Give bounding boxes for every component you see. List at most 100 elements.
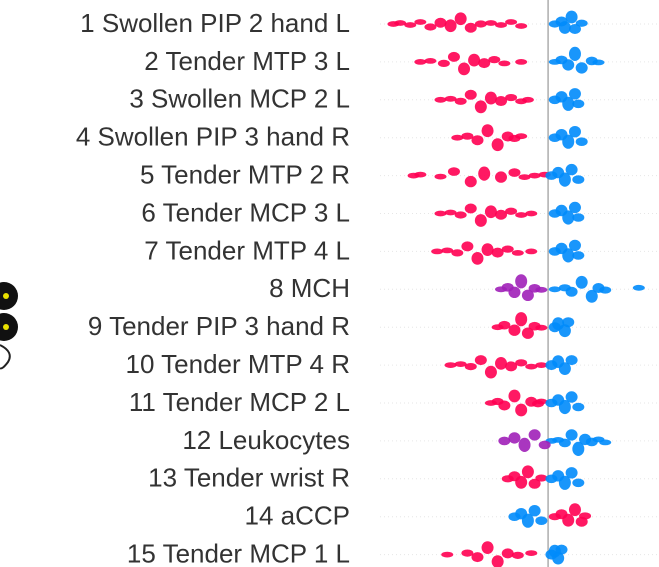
point (565, 355, 578, 366)
point (592, 59, 605, 66)
point (508, 286, 521, 298)
point (535, 362, 548, 368)
point (568, 239, 581, 252)
point (575, 19, 588, 27)
point (505, 93, 518, 102)
point (558, 324, 571, 338)
point (414, 19, 427, 25)
point (568, 201, 581, 214)
point (568, 46, 581, 62)
point (572, 402, 585, 412)
point (474, 20, 487, 28)
point (394, 20, 407, 26)
point (444, 95, 457, 102)
point (414, 171, 427, 178)
feature-label: 9 Tender PIP 3 hand R (88, 311, 350, 341)
point (535, 398, 548, 405)
point (518, 437, 531, 452)
point (515, 23, 528, 29)
point (461, 549, 474, 557)
point (535, 474, 548, 482)
point (515, 403, 528, 417)
point (464, 203, 477, 214)
point (585, 289, 598, 303)
point (525, 248, 538, 255)
point (572, 478, 585, 488)
point (558, 475, 571, 490)
point (498, 60, 511, 67)
point (454, 97, 467, 105)
point (491, 138, 504, 152)
point (565, 467, 578, 479)
point (565, 10, 578, 24)
point (572, 175, 585, 184)
point (441, 551, 454, 558)
point (568, 126, 581, 138)
feature-label: 4 Swollen PIP 3 hand R (76, 122, 350, 152)
point (562, 134, 575, 149)
point (528, 505, 541, 517)
point (464, 89, 477, 100)
feature-label: 10 Tender MTP 4 R (126, 349, 351, 379)
feature-label: 15 Tender MCP 1 L (127, 538, 350, 567)
feature-label: 7 Tender MTP 4 L (144, 235, 350, 265)
point (498, 436, 511, 446)
point (528, 429, 541, 441)
point (515, 359, 528, 367)
point (548, 286, 561, 293)
point (481, 124, 494, 138)
point (505, 19, 518, 25)
point (501, 548, 514, 559)
point (447, 167, 460, 176)
point (468, 53, 481, 67)
point (511, 250, 524, 256)
point (451, 134, 464, 141)
point (565, 286, 578, 297)
point (568, 88, 581, 100)
point (521, 513, 534, 528)
point (495, 22, 508, 28)
point (565, 391, 578, 403)
point (498, 400, 511, 411)
feature-label: 1 Swollen PIP 2 hand L (80, 8, 350, 38)
point (454, 361, 467, 367)
point (474, 214, 487, 227)
point (488, 56, 501, 64)
point (521, 96, 534, 103)
point (572, 99, 585, 109)
feature-label: 12 Leukocytes (182, 425, 350, 455)
point (491, 555, 504, 567)
point (599, 439, 612, 446)
point (481, 541, 494, 554)
point (558, 438, 571, 448)
point (575, 62, 588, 74)
point (434, 17, 447, 28)
point (562, 96, 575, 111)
point (464, 22, 477, 33)
point (521, 465, 534, 479)
point (474, 100, 487, 114)
point (444, 362, 457, 368)
point (458, 62, 471, 76)
point (552, 551, 565, 565)
point (515, 133, 528, 140)
point (484, 91, 497, 105)
point (515, 59, 528, 65)
point (424, 23, 437, 31)
point (511, 551, 524, 559)
point (528, 172, 541, 179)
point (501, 245, 514, 253)
point (491, 247, 504, 258)
point (478, 166, 491, 181)
point (404, 22, 417, 28)
point (558, 399, 571, 415)
point (414, 59, 427, 65)
point (558, 172, 571, 187)
point (562, 317, 575, 328)
point (528, 478, 541, 489)
point (434, 210, 447, 217)
point (535, 286, 548, 293)
point (632, 284, 645, 291)
